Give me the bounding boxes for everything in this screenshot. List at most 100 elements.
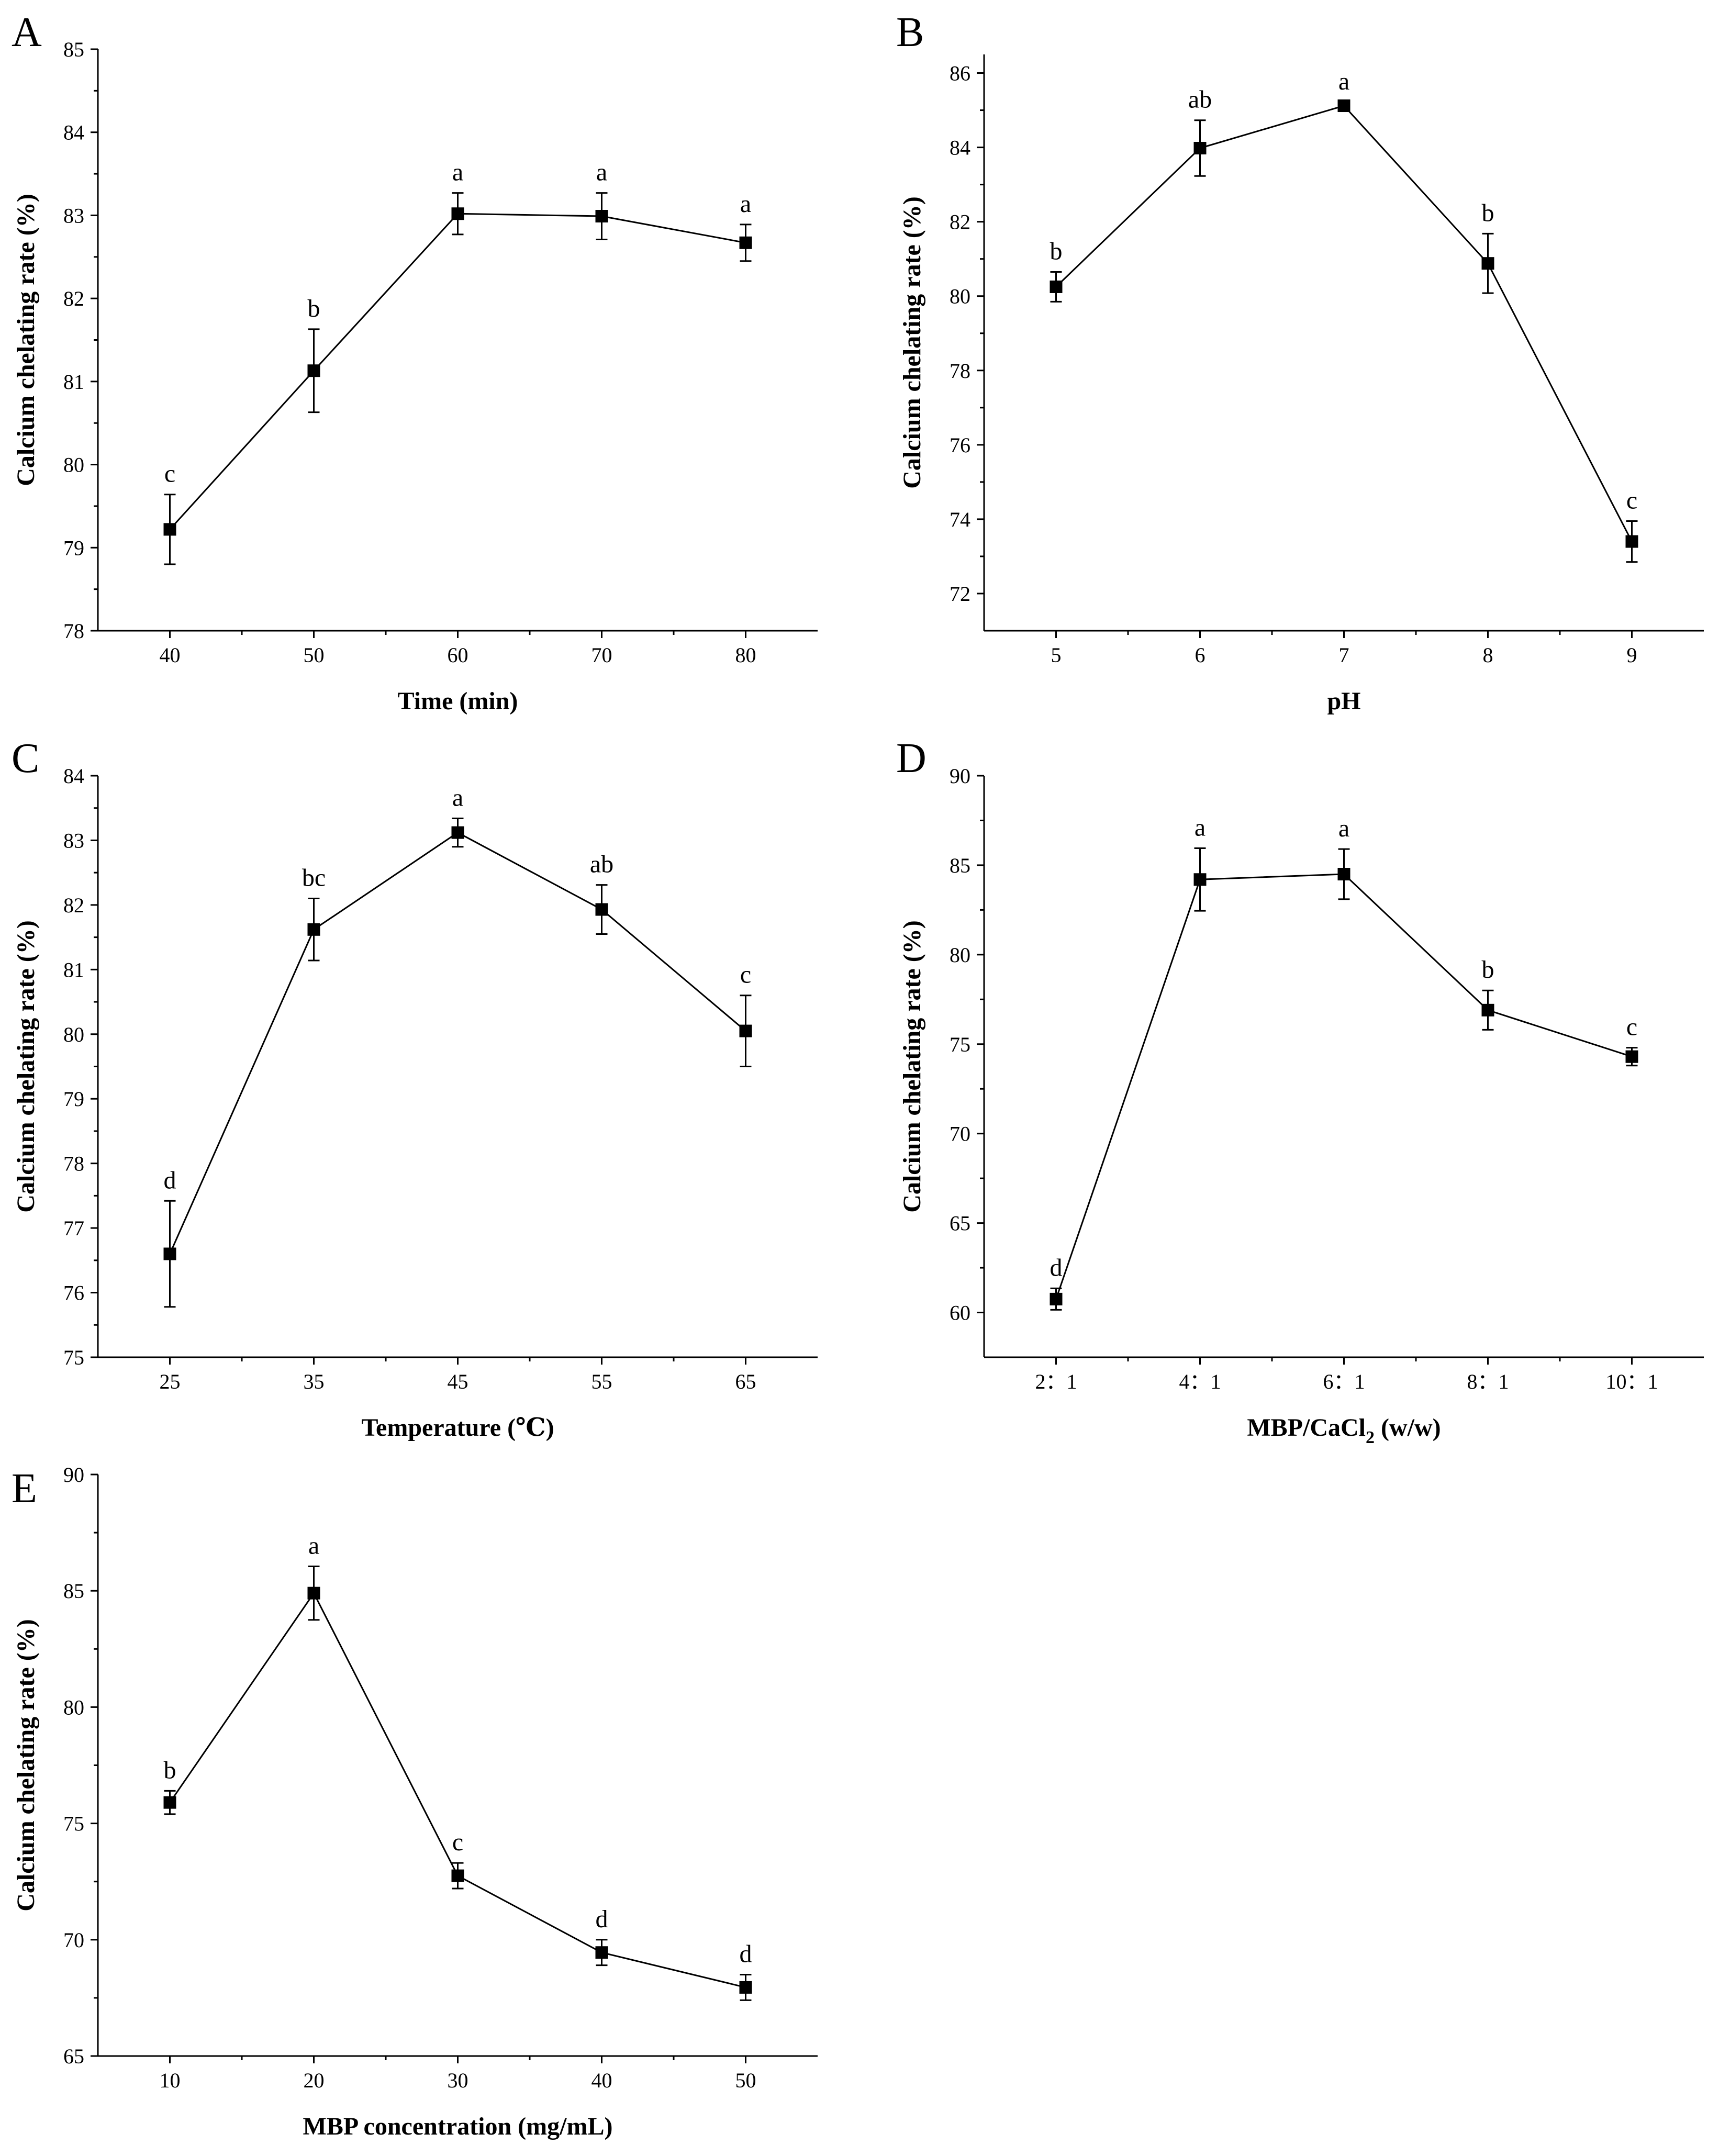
significance-label: a [1195, 813, 1205, 841]
y-tick-label: 76 [950, 433, 970, 457]
x-axis-title: pH [1327, 687, 1360, 715]
significance-label: c [740, 961, 751, 989]
significance-label: a [596, 159, 607, 186]
data-point [1193, 873, 1207, 886]
significance-label: a [452, 159, 463, 186]
significance-label: b [308, 295, 320, 322]
x-tick-label: 7 [1339, 643, 1349, 667]
x-axis-title-text: Time (min) [398, 687, 518, 715]
data-point [1050, 280, 1063, 293]
data-point [595, 903, 608, 916]
data-point [1481, 257, 1494, 270]
y-tick-label: 60 [950, 1301, 970, 1325]
significance-label: ab [590, 851, 613, 878]
y-tick-label: 65 [63, 2045, 84, 2068]
y-tick-label: 85 [950, 854, 970, 877]
y-tick-label: 90 [63, 1463, 84, 1487]
y-axis-title: Calcium chelating rate (%) [12, 1619, 40, 1912]
y-tick-label: 75 [63, 1346, 84, 1369]
x-tick-label: 65 [735, 1370, 756, 1393]
y-tick-label: 78 [950, 359, 970, 383]
data-point [1337, 868, 1350, 881]
y-tick-label: 82 [950, 210, 970, 234]
x-tick-label: 55 [591, 1370, 612, 1393]
x-tick-label: 35 [304, 1370, 325, 1393]
y-tick-label: 79 [63, 1087, 84, 1111]
x-tick-label: 25 [160, 1370, 181, 1393]
significance-label: b [1050, 238, 1063, 265]
y-tick-label: 84 [63, 121, 84, 144]
data-point [1193, 142, 1207, 155]
panel-e: E 65 70 75 80 85 90 10 20 30 40 50 MBP concentration… [12, 1463, 818, 2140]
x-tick-label: 60 [448, 643, 468, 667]
x-tick-label: 50 [304, 643, 325, 667]
x-axis-title: MBP/CaCl2 (w/w) [1247, 1414, 1441, 1447]
x-tick-label: 6 [1195, 643, 1205, 667]
x-tick-label: 10：1 [1606, 1370, 1658, 1393]
significance-label: d [164, 1166, 176, 1194]
x-tick-label: 4：1 [1179, 1370, 1221, 1393]
data-point [451, 826, 464, 839]
x-tick-label: 40 [160, 643, 181, 667]
x-tick-label: 6：1 [1323, 1370, 1365, 1393]
y-tick-label: 76 [63, 1281, 84, 1305]
y-axis-title: Calcium chelating rate (%) [12, 920, 40, 1213]
y-tick-label: 84 [63, 764, 84, 788]
y-tick-label: 74 [950, 508, 970, 531]
x-tick-label: 50 [735, 2069, 756, 2092]
x-tick-label: 70 [591, 643, 612, 667]
x-axis-title-subscript: 2 [1366, 1428, 1375, 1447]
significance-label: d [740, 1940, 752, 1968]
y-tick-label: 90 [950, 764, 970, 788]
significance-label: d [596, 1905, 608, 1933]
x-tick-label: 10 [160, 2069, 181, 2092]
panel-letter: C [12, 735, 39, 781]
y-axis-title: Calcium chelating rate (%) [898, 920, 926, 1213]
significance-label: d [1050, 1254, 1063, 1281]
data-point [163, 1796, 176, 1809]
significance-label: b [164, 1756, 176, 1784]
x-tick-label: 8 [1483, 643, 1493, 667]
y-tick-label: 78 [63, 619, 84, 643]
y-tick-label: 72 [950, 582, 970, 606]
y-tick-label: 83 [63, 829, 84, 852]
y-tick-label: 80 [63, 1023, 84, 1046]
x-tick-label: 5 [1051, 643, 1062, 667]
panel-d: D 60 65 70 75 80 85 90 2：1 4：1 6：1 8：1 10：1 MBP/CaCl2… [896, 735, 1704, 1447]
x-axis-title-text: Temperature (℃) [361, 1414, 554, 1442]
x-axis-title-text: MBP/CaCl [1247, 1414, 1366, 1442]
panel-letter: B [896, 9, 924, 55]
series-line [169, 213, 746, 530]
data-point [307, 923, 320, 936]
y-tick-label: 86 [950, 62, 970, 85]
y-tick-label: 85 [63, 1579, 84, 1603]
y-tick-label: 84 [950, 136, 970, 160]
data-point [1625, 1050, 1638, 1063]
data-point [451, 1869, 464, 1882]
x-tick-label: 80 [735, 643, 756, 667]
data-point [595, 210, 608, 223]
data-point [307, 1587, 320, 1600]
significance-label: c [1626, 486, 1637, 514]
y-axis-title: Calcium chelating rate (%) [898, 196, 926, 489]
x-axis-title-tail: (w/w) [1375, 1414, 1441, 1442]
data-point [1481, 1003, 1494, 1016]
y-tick-label: 80 [950, 285, 970, 308]
series-line [169, 1591, 746, 1989]
x-tick-label: 20 [304, 2069, 325, 2092]
x-axis-title-text: pH [1327, 687, 1360, 715]
significance-label: c [452, 1828, 463, 1856]
y-tick-label: 80 [63, 1695, 84, 1719]
y-axis-title: Calcium chelating rate (%) [12, 194, 40, 486]
y-tick-label: 78 [63, 1152, 84, 1176]
data-point [307, 364, 320, 377]
data-point [163, 523, 176, 536]
y-tick-label: 75 [950, 1033, 970, 1056]
y-tick-label: 80 [950, 943, 970, 967]
y-tick-label: 75 [63, 1812, 84, 1836]
x-axis-title: Time (min) [398, 687, 518, 715]
x-tick-label: 9 [1627, 643, 1637, 667]
y-tick-label: 81 [63, 958, 84, 981]
panel-c: C 75 76 77 78 79 80 81 82 83 84 25 35 45 55 65 Temperatu… [12, 735, 818, 1442]
